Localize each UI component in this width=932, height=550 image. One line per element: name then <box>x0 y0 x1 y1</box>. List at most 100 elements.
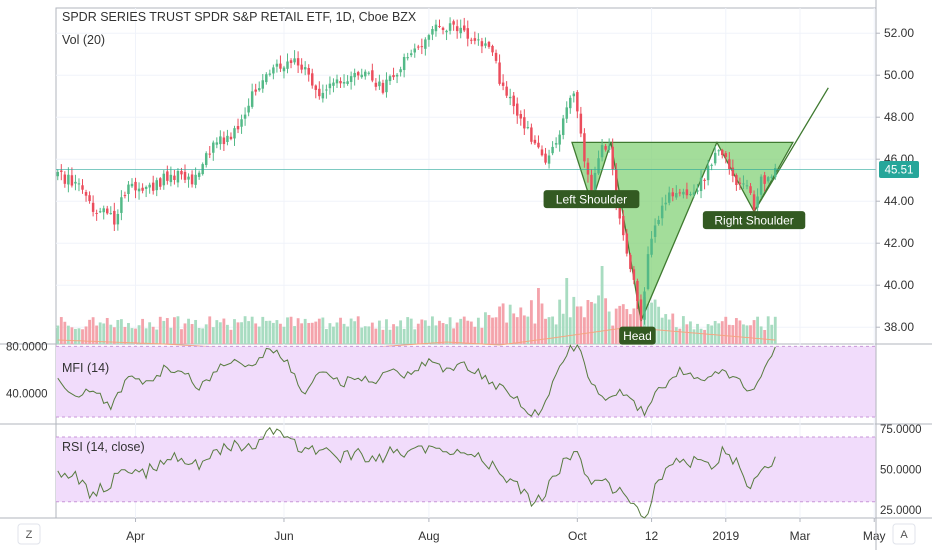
candle[interactable] <box>303 61 307 76</box>
candle[interactable] <box>385 72 388 98</box>
candle[interactable] <box>607 138 611 153</box>
candle[interactable] <box>240 114 243 134</box>
candle[interactable] <box>717 149 720 156</box>
candle[interactable] <box>537 135 540 149</box>
candle[interactable] <box>431 25 434 41</box>
candle[interactable] <box>551 141 554 156</box>
candle[interactable] <box>187 173 190 188</box>
candle[interactable] <box>625 228 629 257</box>
candle[interactable] <box>116 209 120 231</box>
candle[interactable] <box>307 64 310 82</box>
candle[interactable] <box>424 37 427 56</box>
candle[interactable] <box>346 75 349 86</box>
candle[interactable] <box>399 66 402 77</box>
candle[interactable] <box>328 76 332 95</box>
rsi-panel[interactable] <box>56 426 876 519</box>
candle[interactable] <box>109 206 113 215</box>
candle[interactable] <box>770 174 773 181</box>
candle[interactable] <box>632 266 636 285</box>
candle[interactable] <box>282 65 286 79</box>
candle[interactable] <box>671 187 675 202</box>
candle[interactable] <box>766 176 770 184</box>
candle[interactable] <box>636 278 639 309</box>
candle[interactable] <box>120 190 123 221</box>
candle[interactable] <box>692 184 696 198</box>
candle[interactable] <box>703 178 706 190</box>
candle[interactable] <box>749 183 752 195</box>
candle[interactable] <box>738 177 742 191</box>
candle[interactable] <box>494 49 498 64</box>
candle[interactable] <box>470 37 473 45</box>
candle[interactable] <box>162 170 166 190</box>
candle[interactable] <box>364 69 367 80</box>
candle[interactable] <box>745 179 749 190</box>
candle[interactable] <box>604 143 607 152</box>
candle[interactable] <box>667 186 671 206</box>
candle[interactable] <box>572 91 576 103</box>
candle[interactable] <box>742 175 745 190</box>
candle[interactable] <box>569 95 572 114</box>
candle[interactable] <box>402 53 406 78</box>
candle[interactable] <box>247 98 250 117</box>
candle[interactable] <box>208 146 211 159</box>
candle[interactable] <box>696 183 699 195</box>
candle[interactable] <box>286 53 289 74</box>
mfi-panel[interactable] <box>56 344 876 418</box>
candle[interactable] <box>123 191 127 199</box>
candle[interactable] <box>257 81 261 92</box>
candle[interactable] <box>98 207 102 214</box>
candle[interactable] <box>392 67 395 80</box>
candle[interactable] <box>664 194 667 211</box>
candle[interactable] <box>678 188 682 197</box>
candle[interactable] <box>533 135 537 145</box>
candle[interactable] <box>148 182 151 194</box>
candle[interactable] <box>70 167 74 188</box>
candle[interactable] <box>134 177 137 199</box>
candle[interactable] <box>81 179 84 194</box>
candle[interactable] <box>275 59 279 73</box>
candle[interactable] <box>409 49 413 58</box>
candle[interactable] <box>540 145 544 157</box>
candle[interactable] <box>151 175 155 195</box>
candle[interactable] <box>565 101 568 123</box>
candle[interactable] <box>417 44 420 50</box>
candle[interactable] <box>487 40 491 49</box>
candle[interactable] <box>268 69 272 77</box>
candle[interactable] <box>498 54 501 86</box>
zoom-button[interactable]: Z <box>17 523 41 545</box>
candle[interactable] <box>445 29 448 41</box>
candle[interactable] <box>721 148 724 159</box>
candle[interactable] <box>293 50 296 65</box>
candle[interactable] <box>311 68 314 89</box>
candle[interactable] <box>166 165 169 185</box>
candle[interactable] <box>759 174 763 199</box>
candle[interactable] <box>190 170 194 188</box>
candle[interactable] <box>547 149 551 169</box>
candle[interactable] <box>600 138 604 162</box>
candle[interactable] <box>229 132 233 141</box>
candle[interactable] <box>279 55 282 73</box>
candle[interactable] <box>473 31 477 45</box>
candle[interactable] <box>441 26 445 35</box>
candle[interactable] <box>63 171 67 188</box>
candle[interactable] <box>629 252 632 273</box>
candle[interactable] <box>74 174 77 191</box>
candle[interactable] <box>378 74 381 90</box>
candle[interactable] <box>699 170 703 199</box>
candle[interactable] <box>367 71 371 76</box>
candle[interactable] <box>597 150 600 175</box>
candle[interactable] <box>296 51 300 74</box>
candle[interactable] <box>265 72 268 85</box>
candle[interactable] <box>226 129 229 146</box>
candle[interactable] <box>314 84 318 99</box>
candle[interactable] <box>735 173 738 191</box>
candle[interactable] <box>622 210 625 241</box>
candle[interactable] <box>360 68 363 79</box>
candle[interactable] <box>466 20 470 47</box>
candle[interactable] <box>141 183 144 194</box>
candle[interactable] <box>650 231 653 258</box>
candle[interactable] <box>236 118 240 134</box>
candle[interactable] <box>325 84 328 99</box>
candle[interactable] <box>381 79 385 95</box>
candle[interactable] <box>335 74 339 88</box>
